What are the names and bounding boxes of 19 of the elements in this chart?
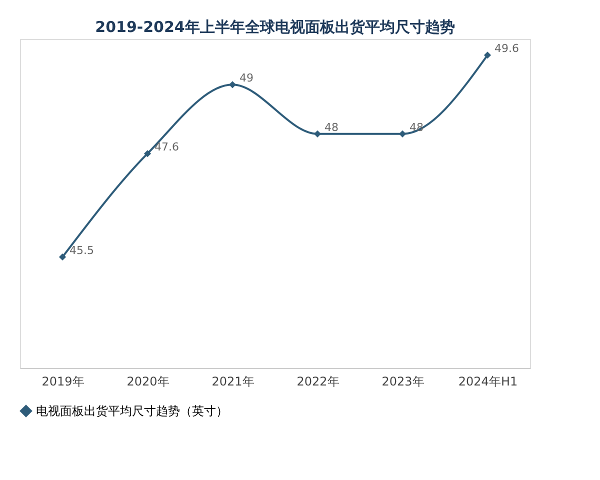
data-label: 45.5 <box>70 244 94 257</box>
legend-label: 电视面板出货平均尺寸趋势（英寸） <box>36 404 228 418</box>
x-tick-label: 2020年 <box>126 374 170 388</box>
point <box>484 52 492 59</box>
point <box>228 81 236 88</box>
data-label: 49 <box>240 72 254 85</box>
x-tick-label: 2023年 <box>382 374 424 388</box>
data-label: 48 <box>324 120 338 134</box>
data-label: 49.6 <box>494 42 519 56</box>
point <box>58 253 66 261</box>
data-label: 47.6 <box>154 140 179 154</box>
x-tick-label: 2024年H1 <box>458 374 518 388</box>
x-tick-label: 2021年 <box>212 374 254 388</box>
x-tick-label: 2022年 <box>296 374 340 388</box>
point <box>144 150 152 158</box>
chart-title: 2019-2024年上半年全球电视面板出货平均尺寸趋势 <box>95 18 455 36</box>
point <box>314 130 322 138</box>
point <box>398 130 406 138</box>
x-tick-label: 2019年 <box>42 374 84 388</box>
